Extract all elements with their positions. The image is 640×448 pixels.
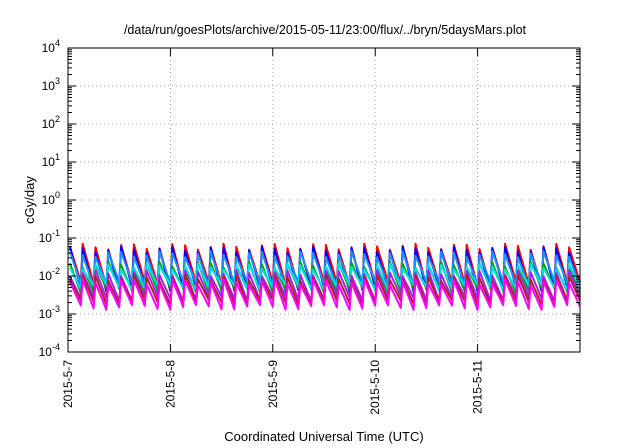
y-tick-label: 10-1 xyxy=(39,228,60,245)
y-tick-label: 101 xyxy=(42,152,60,169)
x-axis-label: Coordinated Universal Time (UTC) xyxy=(224,429,423,444)
y-tick-label: 102 xyxy=(42,114,60,131)
ticks xyxy=(67,47,580,353)
y-tick-label: 100 xyxy=(42,190,60,207)
x-tick-labels: 2015-5-7 2015-5-8 2015-5-9 2015-5-10 2015-5-… xyxy=(61,360,485,415)
y-tick-label: 103 xyxy=(42,76,60,93)
y-tick-label: 10-4 xyxy=(39,342,60,359)
x-tick-label: 2015-5-9 xyxy=(266,360,280,408)
y-tick-label: 10-3 xyxy=(39,304,60,321)
y-tick-label: 10-2 xyxy=(39,266,60,283)
x-tick-label: 2015-5-8 xyxy=(163,360,177,408)
y-tick-labels: 10-4 10-3 10-2 10-1 100 101 102 103 104 xyxy=(39,38,60,359)
x-tick-label: 2015-5-11 xyxy=(471,360,485,414)
chart-title: /data/run/goesPlots/archive/2015-05-11/2… xyxy=(124,23,527,37)
y-axis-label: cGy/day xyxy=(22,176,37,224)
x-tick-label: 2015-5-10 xyxy=(368,360,382,415)
y-tick-label: 104 xyxy=(42,38,60,55)
series-layer xyxy=(68,242,581,311)
series-line xyxy=(68,278,581,311)
x-tick-label: 2015-5-7 xyxy=(61,360,75,408)
